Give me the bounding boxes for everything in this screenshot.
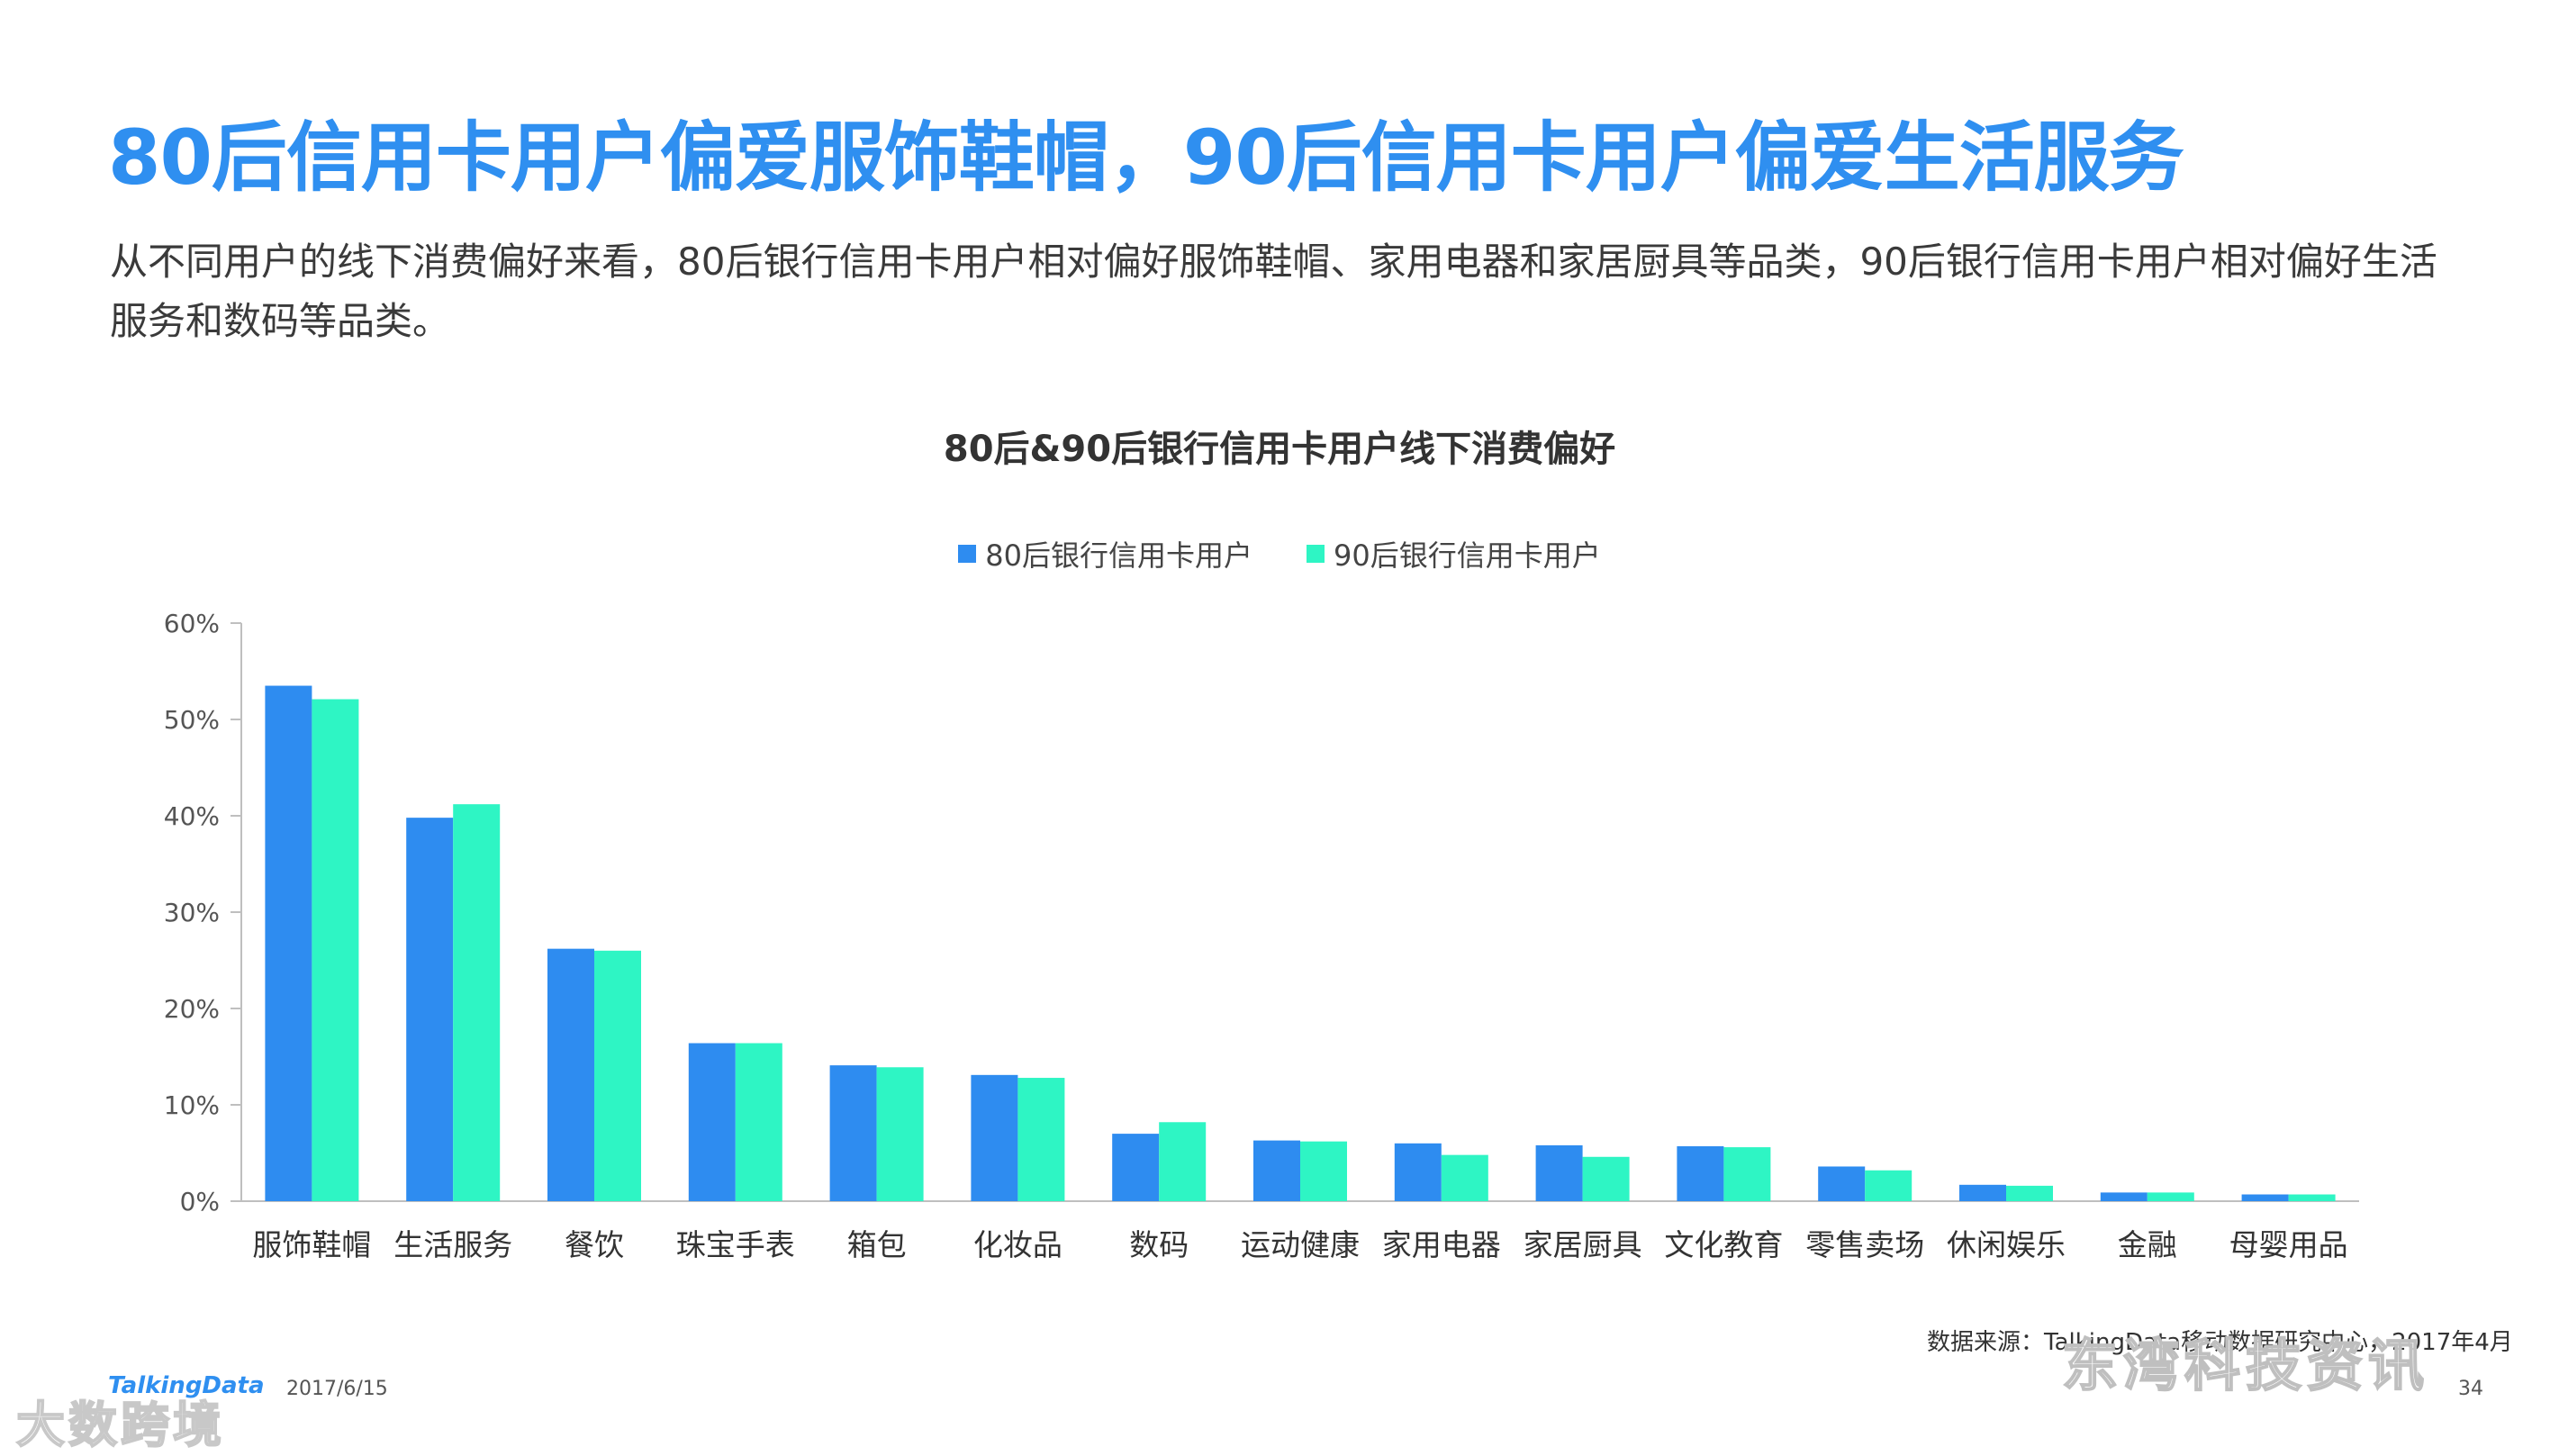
bar-80 — [265, 685, 312, 1201]
x-tick-label: 生活服务 — [393, 1227, 512, 1262]
bar-90 — [2288, 1194, 2336, 1201]
bar-80 — [1959, 1184, 2006, 1201]
brand-logo: TalkingData — [108, 1372, 265, 1399]
bar-80 — [1112, 1134, 1160, 1201]
y-tick-label: 30% — [164, 898, 220, 927]
x-tick-label: 化妆品 — [973, 1227, 1062, 1262]
bar-80 — [1535, 1144, 1583, 1201]
bar-80 — [2241, 1194, 2289, 1201]
x-tick-label: 母婴用品 — [2229, 1227, 2348, 1262]
x-tick-label: 零售卖场 — [1805, 1227, 1924, 1262]
y-tick-label: 0% — [180, 1187, 220, 1216]
bar-80 — [1677, 1146, 1724, 1201]
bar-80 — [547, 948, 594, 1201]
x-tick-label: 数码 — [1129, 1227, 1189, 1262]
chart-title: 80后&90后银行信用卡用户线下消费偏好 — [943, 429, 1616, 470]
bar-90 — [1159, 1122, 1207, 1201]
y-tick-label: 20% — [164, 994, 220, 1024]
intro-paragraph: 从不同用户的线下消费偏好来看，80后银行信用卡用户相对偏好服饰鞋帽、家用电器和家… — [110, 240, 2437, 343]
bar-90 — [1723, 1147, 1771, 1201]
bar-80 — [971, 1074, 1018, 1201]
legend-swatch-80 — [958, 545, 977, 563]
bar-80 — [829, 1065, 877, 1201]
bar-90 — [876, 1067, 924, 1201]
bar-80 — [1253, 1140, 1300, 1201]
bar-80 — [406, 818, 454, 1201]
x-tick-label: 服饰鞋帽 — [252, 1227, 371, 1262]
legend-label-90: 90后银行信用卡用户 — [1334, 538, 1601, 573]
y-tick-label: 60% — [164, 609, 220, 638]
legend-item-80: 80后银行信用卡用户 — [958, 533, 1252, 574]
bar-90 — [1300, 1141, 1347, 1201]
x-tick-label: 休闲娱乐 — [1947, 1227, 2066, 1262]
x-tick-label: 文化教育 — [1664, 1227, 1783, 1262]
x-tick-label: 运动健康 — [1241, 1227, 1360, 1262]
bar-80 — [1818, 1166, 1866, 1201]
y-tick-label: 10% — [164, 1090, 220, 1120]
bar-80 — [2100, 1192, 2148, 1201]
y-tick-label: 40% — [164, 801, 220, 831]
legend-label-80: 80后银行信用卡用户 — [985, 538, 1252, 573]
bar-80 — [688, 1043, 736, 1201]
bar-90 — [1582, 1156, 1630, 1201]
bar-90 — [2147, 1192, 2194, 1201]
chart-legend: 80后银行信用卡用户 90后银行信用卡用户 — [0, 533, 2559, 574]
bar-90 — [2006, 1185, 2053, 1201]
page-number: 34 — [2458, 1378, 2483, 1400]
legend-item-90: 90后银行信用卡用户 — [1307, 533, 1601, 574]
x-tick-label: 餐饮 — [565, 1227, 624, 1262]
bar-90 — [1865, 1170, 1912, 1201]
x-tick-label: 金融 — [2118, 1227, 2177, 1262]
legend-swatch-90 — [1307, 545, 1325, 563]
x-tick-label: 家居厨具 — [1524, 1227, 1642, 1262]
bar-90 — [312, 699, 359, 1201]
page-title: 80后信用卡用户偏爱服饰鞋帽，90后信用卡用户偏爱生活服务 — [108, 113, 2184, 202]
bar-90 — [1441, 1154, 1488, 1201]
bar-90 — [735, 1043, 782, 1201]
watermark-right: 东湾科技资讯 — [2061, 1332, 2430, 1399]
bar-80 — [1394, 1143, 1442, 1201]
report-date: 2017/6/15 — [286, 1378, 388, 1400]
watermark-left: 大数跨境 — [15, 1396, 225, 1454]
y-tick-label: 50% — [164, 705, 220, 735]
bar-90 — [453, 804, 501, 1201]
x-tick-label: 珠宝手表 — [676, 1227, 795, 1262]
x-tick-label: 家用电器 — [1382, 1227, 1501, 1262]
data-source-note: 数据来源：TalkingData移动数据研究中心，2017年4月 — [1927, 1329, 2513, 1356]
x-tick-label: 箱包 — [847, 1227, 907, 1262]
bar-90 — [594, 950, 641, 1201]
bar-90 — [1017, 1078, 1065, 1201]
